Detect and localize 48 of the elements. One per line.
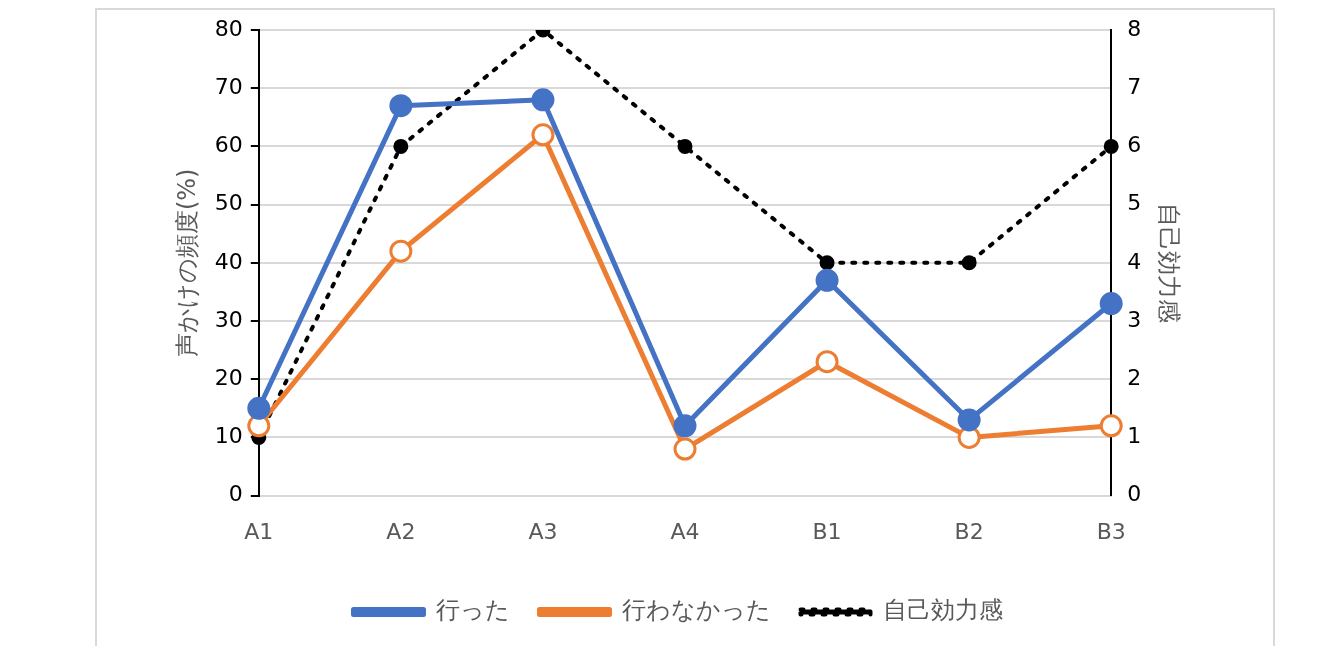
point	[1103, 138, 1119, 154]
x-tick-label: A4	[670, 518, 700, 544]
x-tick-label: A2	[386, 518, 416, 544]
x-tick-label: A1	[244, 518, 274, 544]
point	[531, 88, 555, 112]
y2-tick-label: 3	[1127, 306, 1142, 332]
y2-tick-label: 4	[1127, 248, 1142, 274]
x-tick-label: B2	[954, 518, 984, 544]
legend-label: 行った	[435, 596, 510, 625]
y2-tick-label: 7	[1127, 73, 1142, 99]
y-tick-label: 20	[214, 364, 243, 390]
point	[393, 138, 409, 154]
point	[1099, 414, 1123, 438]
point	[677, 138, 693, 154]
y-tick-label: 80	[214, 15, 243, 41]
point	[815, 350, 839, 374]
y-tick-label: 60	[214, 132, 243, 158]
y-tick-label: 50	[214, 190, 243, 216]
y-tick-label: 0	[228, 481, 243, 507]
x-tick-label: A3	[528, 518, 558, 544]
point	[673, 437, 697, 461]
point	[961, 255, 977, 271]
point	[815, 268, 839, 292]
point	[389, 239, 413, 263]
legend-label: 自己効力感	[882, 596, 1003, 625]
y-tick-label: 40	[214, 248, 243, 274]
y2-axis-title: 自己効力感	[1155, 202, 1184, 323]
y2-tick-label: 5	[1127, 190, 1142, 216]
y-axis-title: 声かけの頻度(%)	[172, 168, 201, 358]
point	[957, 408, 981, 432]
legend-label: 行わなかった	[621, 596, 771, 625]
x-tick-label: B3	[1096, 518, 1126, 544]
y2-tick-label: 2	[1127, 364, 1142, 390]
point	[247, 396, 271, 420]
x-tick-label: B1	[812, 518, 842, 544]
point	[819, 255, 835, 271]
y2-tick-label: 0	[1127, 481, 1142, 507]
y-tick-label: 30	[214, 306, 243, 332]
point	[531, 123, 555, 147]
point	[1099, 292, 1123, 316]
y2-tick-label: 1	[1127, 423, 1142, 449]
y-tick-label: 70	[214, 73, 243, 99]
point	[247, 414, 271, 438]
y-tick-label: 10	[214, 423, 243, 449]
point	[673, 414, 697, 438]
point	[389, 94, 413, 118]
y2-tick-label: 8	[1127, 15, 1142, 41]
y2-tick-label: 6	[1127, 132, 1142, 158]
